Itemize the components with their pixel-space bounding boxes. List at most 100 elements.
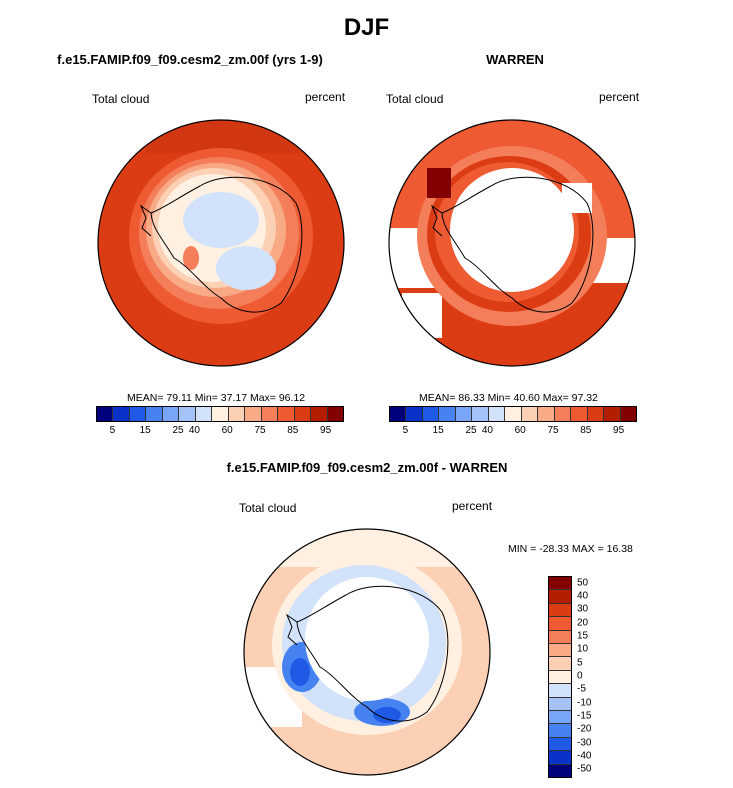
panel1-colorbar-tick: 15 [139,425,151,436]
panel1-colorbar-tick: 75 [254,425,266,436]
panel1-peninsula-outline [139,204,152,237]
panel2-colorbar-tick: 40 [481,425,493,436]
panel3-map-border [243,528,491,776]
panel3-missing-continent [305,577,429,701]
panel3-colorbar-swatch [549,697,571,712]
panel2-colorbar-swatch [604,407,621,421]
panel1-colorbar [96,406,344,422]
panel2-polar-map [388,119,636,367]
panel2-colorbar-tick: 85 [580,425,592,436]
panel1-units-label: percent [305,90,346,104]
panel1-colorbar-swatch [179,407,196,421]
panel1-colorbar-tick: 85 [287,425,299,436]
panel1-coastal-patch [183,246,199,270]
panel1-colorbar-swatch [294,407,312,421]
panel3-colorbar-swatch [549,603,571,618]
panel1-interior-low-a [183,192,259,248]
panel1-interior-low-b [216,246,276,290]
panel2-colorbar-swatch [439,407,456,421]
panel3-colorbar-swatch [549,670,571,685]
panel3-colorbar-swatch [549,630,571,645]
panel1-title: f.e15.FAMIP.f09_f09.cesm2_zm.00f (yrs 1-… [57,52,323,67]
panel3-colorbar-tick: 10 [577,643,589,655]
panel2-stats: MEAN= 86.33 Min= 40.60 Max= 97.32 [419,392,598,404]
panel3-colorbar-swatch [549,577,571,591]
panel3-colorbar-swatch [549,617,571,631]
panel3-colorbar-tick: -30 [577,737,592,749]
panel3-colorbar-swatch [549,590,571,604]
panel1-colorbar-swatch [113,407,130,421]
panel3-colorbar-tick: 0 [577,670,583,682]
panel2-missing-continent [450,168,574,292]
panel3-colorbar-tick: -15 [577,710,592,722]
panel2-colorbar-swatch [422,407,440,421]
panel3-title: f.e15.FAMIP.f09_f09.cesm2_zm.00f - WARRE… [226,460,508,475]
panel2-colorbar-swatch [390,407,407,421]
panel3-colorbar-tick: 20 [577,617,589,629]
panel2-colorbar-swatch [521,407,539,421]
panel3-peninsula-outline [285,613,298,646]
panel3-colorbar-swatch [549,684,571,698]
panel2-colorbar-swatch [587,407,605,421]
panel1-colorbar-swatch [146,407,163,421]
panel3-polar-map [243,528,491,776]
panel2-peninsula-outline [430,204,443,237]
panel1-colorbar-swatch [311,407,328,421]
panel3-units-label: percent [452,499,493,513]
panel1-map-border [97,119,345,367]
panel3-colorbar-tick: 40 [577,590,589,602]
panel3-colorbar-tick: -40 [577,750,592,762]
panel3-colorbar-tick: 5 [577,657,583,669]
panel2-map-border [388,119,636,367]
panel3-colorbar-swatch [549,751,571,765]
panel1-colorbar-swatch [195,407,213,421]
panel1-colorbar-swatch [162,407,180,421]
panel2-antarctica-coastline [441,176,594,313]
panel2-colorbar-swatch [472,407,489,421]
panel1-colorbar-tick: 95 [320,425,332,436]
panel3-colorbar-tick: -10 [577,697,592,709]
panel3-colorbar [548,576,572,778]
panel2-colorbar [389,406,637,422]
panel1-colorbar-tick: 25 [172,425,184,436]
panel2-title: WARREN [486,52,544,67]
panel3-variable-label: Total cloud [239,501,297,515]
panel2-colorbar-tick: 60 [514,425,526,436]
panel2-colorbar-tick: 25 [465,425,477,436]
panel1-stats: MEAN= 79.11 Min= 37.17 Max= 96.12 [127,392,306,404]
panel3-antarctica-coastline [296,585,449,722]
panel2-colorbar-swatch [538,407,555,421]
panel2-colorbar-tick: 75 [547,425,559,436]
panel2-colorbar-swatch [406,407,423,421]
panel3-colorbar-tick: -20 [577,723,592,735]
panel2-colorbar-swatch [505,407,522,421]
panel3-colorbar-tick: -5 [577,683,586,695]
panel1-colorbar-swatch [261,407,279,421]
panel3-colorbar-swatch [549,764,571,778]
panel2-max-patch [427,168,451,198]
panel3-colorbar-swatch [549,711,571,725]
panel3-colorbar-tick: 15 [577,630,589,642]
panel3-colorbar-tick: -50 [577,763,592,775]
panel1-colorbar-swatch [212,407,229,421]
panel1-variable-label: Total cloud [92,92,150,106]
panel1-colorbar-labels: 5 15 25 40 60 75 85 95 [96,425,342,439]
panel2-variable-label: Total cloud [386,92,444,106]
panel1-colorbar-swatch [327,407,344,421]
panel3-colorbar-tick: 50 [577,577,589,589]
panel2-missing-sector-southwest [402,293,442,338]
panel1-colorbar-tick: 40 [188,425,200,436]
panel3-colorbar-swatch [549,657,571,671]
panel2-colorbar-labels: 5 15 25 40 60 75 85 95 [389,425,635,439]
panel1-colorbar-swatch [245,407,262,421]
panel1-antarctica-coastline [150,176,303,313]
panel3-ross-core [373,707,401,723]
panel1-high-cloud-band [146,120,321,153]
panel2-colorbar-swatch [455,407,473,421]
panel3-colorbar-tick: 30 [577,603,589,615]
panel1-colorbar-swatch [228,407,246,421]
panel1-colorbar-swatch [129,407,147,421]
panel2-colorbar-swatch [620,407,637,421]
panel2-missing-notch [562,183,592,213]
panel2-colorbar-tick: 95 [613,425,625,436]
